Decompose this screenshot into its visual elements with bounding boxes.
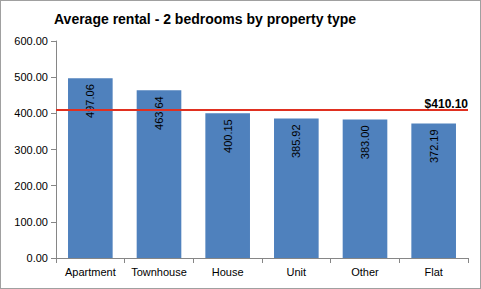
svg-text:200.00: 200.00 <box>14 180 48 192</box>
svg-text:Apartment: Apartment <box>65 266 116 278</box>
svg-text:385.92: 385.92 <box>290 124 302 158</box>
svg-text:372.19: 372.19 <box>428 129 440 163</box>
svg-text:100.00: 100.00 <box>14 216 48 228</box>
svg-text:300.00: 300.00 <box>14 144 48 156</box>
svg-text:497.06: 497.06 <box>84 84 96 118</box>
svg-text:383.00: 383.00 <box>359 125 371 159</box>
svg-text:600.00: 600.00 <box>14 35 48 47</box>
svg-text:400.00: 400.00 <box>14 107 48 119</box>
svg-text:Flat: Flat <box>424 266 442 278</box>
svg-text:Townhouse: Townhouse <box>131 266 187 278</box>
svg-text:500.00: 500.00 <box>14 71 48 83</box>
svg-text:400.15: 400.15 <box>222 119 234 153</box>
svg-text:Unit: Unit <box>287 266 307 278</box>
svg-text:House: House <box>212 266 244 278</box>
svg-text:$410.10: $410.10 <box>425 97 469 111</box>
svg-text:0.00: 0.00 <box>27 252 48 264</box>
svg-text:Other: Other <box>351 266 379 278</box>
svg-text:463.64: 463.64 <box>153 96 165 130</box>
svg-text:Average rental - 2 bedrooms by: Average rental - 2 bedrooms by property … <box>54 11 356 27</box>
